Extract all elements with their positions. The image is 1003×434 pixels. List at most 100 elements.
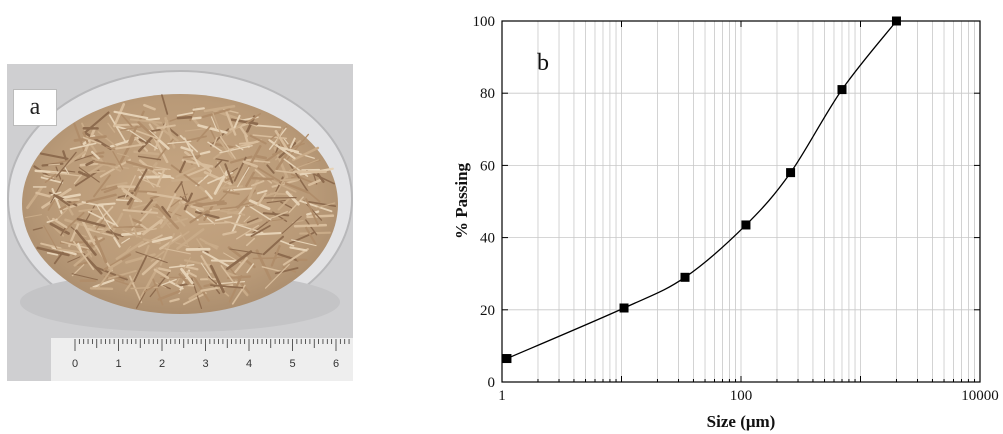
fiber-strand [93,235,108,264]
fiber-strand [270,245,281,267]
fiber-strand [114,123,142,127]
fiber-strand [190,205,205,211]
fiber-strand [224,220,244,226]
fiber-strand [274,128,284,145]
fiber-strand [156,137,175,161]
ruler-number: 0 [72,358,78,370]
ruler-number: 2 [159,358,165,370]
fiber-strand [157,289,181,301]
fiber-strand [204,190,213,200]
fiber-strand [210,284,244,289]
fiber-strand [80,218,96,246]
fiber-strand [202,108,231,119]
fiber-strand [245,171,255,187]
fiber-strand [169,298,180,303]
fiber-strand [142,244,150,261]
fiber-strand [108,269,137,280]
fiber-strand [228,185,236,193]
fiber-strand [255,154,267,160]
fiber-strand [107,122,116,133]
fiber-strand [213,151,224,160]
fiber-strand [149,194,160,200]
fiber-strand [99,224,115,234]
fiber-strand [199,150,211,155]
fiber-strand [245,237,256,247]
data-point-marker [680,272,690,282]
fiber-strand [82,136,102,145]
fiber-strand [251,180,265,187]
fiber-strand [228,274,243,303]
fiber-strand [238,141,259,145]
fiber-strand [161,278,177,286]
fiber-strand [32,227,43,231]
fiber-strand [82,111,110,135]
fiber-strand [222,230,237,236]
ruler-numbers: 0 1 2 3 4 5 6 [72,358,339,370]
fiber-strand [244,204,255,208]
fiber-strand [235,144,244,151]
ruler-number: 4 [246,358,252,370]
fiber-strand [94,266,128,281]
fiber-strand [69,142,97,150]
fiber-strand [116,274,127,279]
fiber-strand [171,176,204,183]
data-point-marker [837,85,847,95]
fiber-strand [55,151,77,178]
fiber-strand [234,257,248,274]
fiber-strand [243,215,251,223]
chart-grid [502,21,980,382]
fiber-strand [105,146,116,151]
fiber-strand [35,191,51,198]
fiber-strand [222,190,240,196]
fiber-strand [195,202,205,205]
ruler [51,338,353,381]
fiber-strand [161,94,169,115]
fiber-strand [316,173,325,184]
fiber-strand [72,240,95,271]
fiber-strand [184,150,212,173]
fiber-strand [307,201,337,208]
fiber-strand [225,250,253,271]
fiber-strand [231,212,242,233]
fiber-strand [73,135,107,142]
fiber-strand [140,199,154,214]
fiber-strand [148,162,158,174]
fiber-strand [129,130,158,150]
fiber-strand [203,105,236,113]
fiber-strand [122,229,142,238]
fiber-strand [112,150,124,170]
fiber-strand [168,264,195,269]
fiber-strand [74,229,97,256]
fiber-strand [264,191,277,197]
fiber-strand [262,235,285,256]
fiber-strand [81,201,104,208]
fiber-strand [212,112,223,138]
fiber-strand [315,202,336,209]
y-axis-title: % Passing [452,162,471,239]
fiber-strand [106,181,128,189]
fiber-strand [95,214,108,231]
fiber-strand [281,215,302,234]
fiber-strand [197,124,228,134]
fiber-strand [251,176,274,181]
fiber-strand [207,141,223,153]
fiber-strand [126,195,135,206]
fiber-strand [288,159,319,172]
fiber-strand [137,135,154,153]
fiber-strand [92,160,116,166]
fiber-strand [161,205,172,219]
fiber-strand [229,248,263,255]
fiber-strand [193,202,227,208]
fiber-strand [242,160,258,168]
fiber-strand [241,218,263,227]
fiber-strand [256,189,268,195]
fiber-strand [178,273,190,285]
fiber-strand [192,107,205,111]
fiber-strand [96,267,114,290]
fiber-strand [179,160,186,173]
fiber-strand [174,181,183,193]
fiber-strand [141,257,162,276]
fiber-strand [214,215,233,222]
fiber-strand [143,284,158,293]
x-axis-title: Size (μm) [707,412,776,431]
